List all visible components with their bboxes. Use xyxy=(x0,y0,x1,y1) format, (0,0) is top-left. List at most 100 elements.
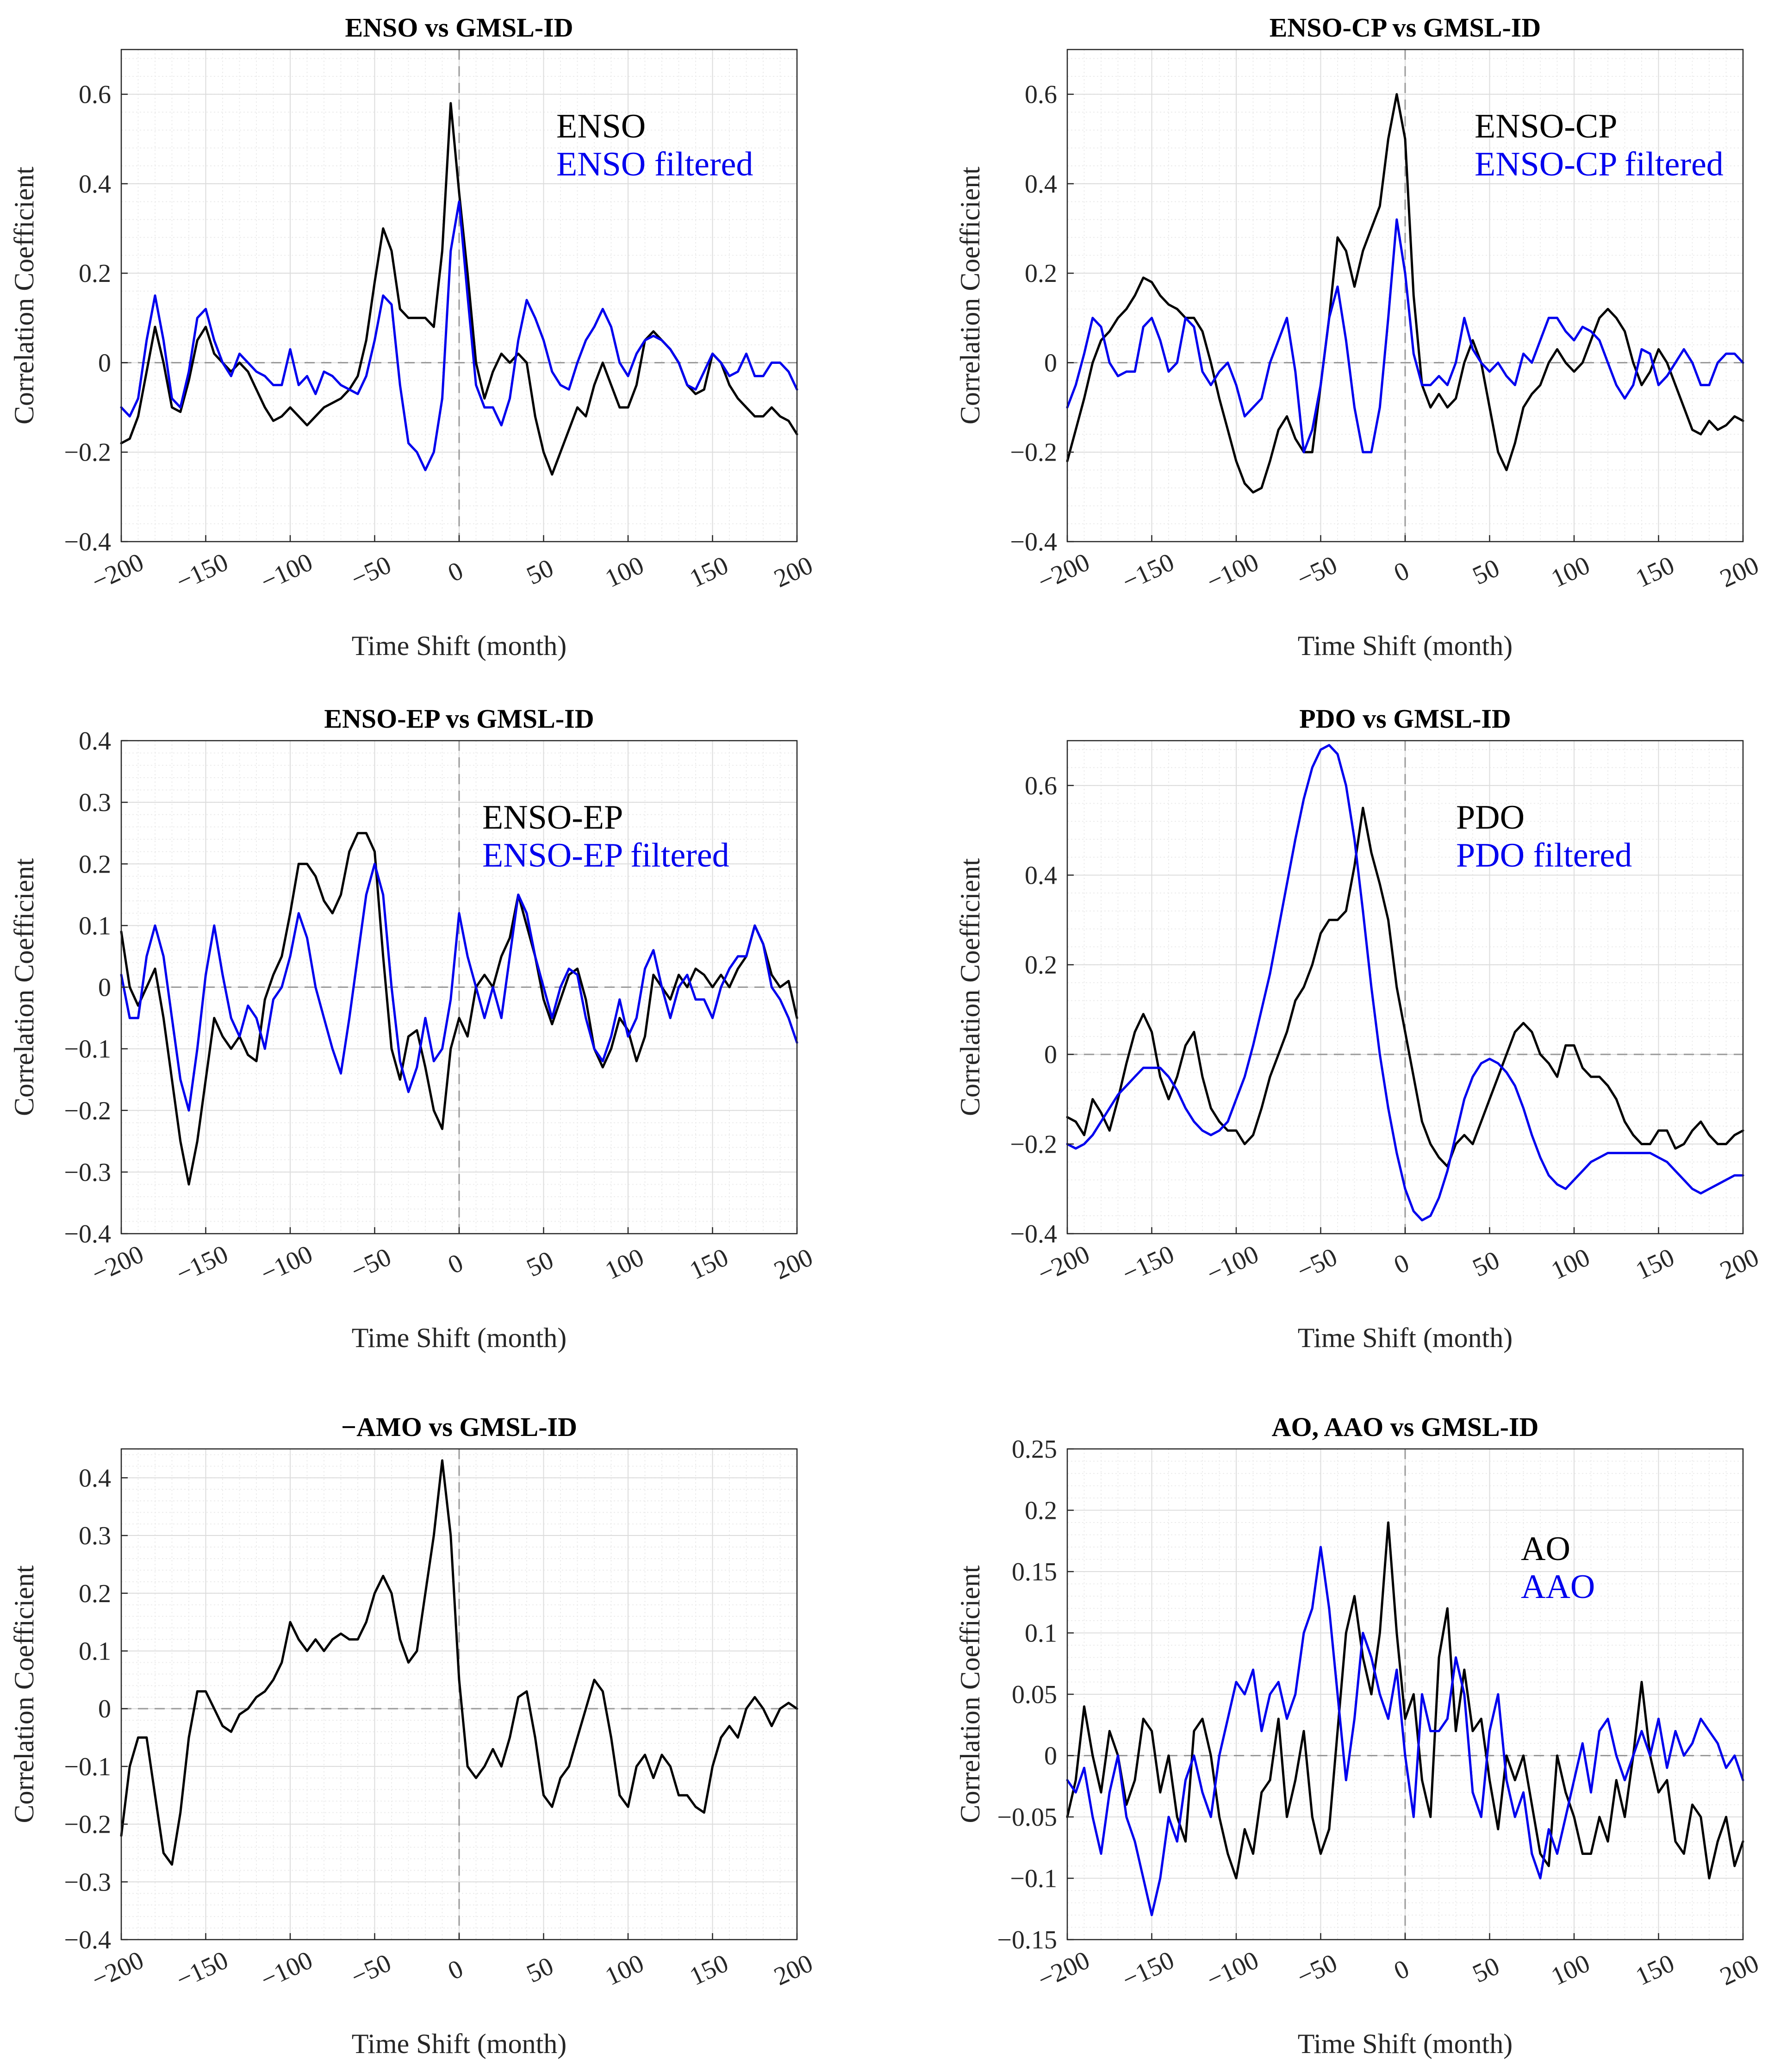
y-tick-label: 0 xyxy=(98,349,111,377)
x-tick-label: −50 xyxy=(347,1948,396,1991)
x-tick-label: −50 xyxy=(1293,1242,1342,1286)
x-tick-label: −150 xyxy=(172,1240,232,1288)
chart-title: ENSO vs GMSL-ID xyxy=(345,12,573,43)
x-tick-label: −100 xyxy=(256,1946,317,1994)
series-line-2 xyxy=(1066,218,1744,454)
y-tick-label: −0.15 xyxy=(997,1926,1057,1954)
y-tick-label: 0.6 xyxy=(1025,81,1057,109)
y-tick-label: 0 xyxy=(98,1695,111,1723)
legend-entry: ENSO-CP filtered xyxy=(1475,145,1724,183)
x-tick-label: −100 xyxy=(256,548,317,596)
chart-panel: −200 −150 −100 −50 0 50 100 150 200−0.4−0.200.20… xyxy=(955,12,1763,661)
y-tick-label: 0.2 xyxy=(1025,1497,1057,1525)
y-tick-label: 0.3 xyxy=(79,1522,111,1550)
y-tick-label: −0.3 xyxy=(64,1868,111,1897)
y-tick-label: −0.2 xyxy=(64,438,111,467)
x-tick-label: 0 xyxy=(1390,1954,1414,1986)
x-axis-label: Time Shift (month) xyxy=(1298,1323,1513,1353)
x-tick-label: 150 xyxy=(685,551,733,593)
x-tick-label: 100 xyxy=(1547,1243,1594,1286)
legend-entry: ENSO filtered xyxy=(556,145,753,183)
y-tick-label: 0.3 xyxy=(79,788,111,817)
chart-title: ENSO-EP vs GMSL-ID xyxy=(324,704,594,734)
x-tick-label: 100 xyxy=(1547,1949,1594,1991)
x-tick-label: −50 xyxy=(347,550,396,593)
y-tick-label: −0.05 xyxy=(997,1803,1057,1832)
x-tick-label: 200 xyxy=(1716,1949,1763,1991)
x-tick-label: 0 xyxy=(1390,556,1414,588)
y-tick-label: 0.4 xyxy=(79,1464,111,1492)
series-line-1 xyxy=(120,1459,798,1866)
y-tick-label: −0.4 xyxy=(64,1220,111,1248)
chart-title: PDO vs GMSL-ID xyxy=(1299,704,1511,734)
chart-title: ENSO-CP vs GMSL-ID xyxy=(1270,12,1541,43)
chart-title: AO, AAO vs GMSL-ID xyxy=(1272,1412,1539,1442)
x-tick-label: −100 xyxy=(256,1240,317,1288)
x-tick-label: −50 xyxy=(1293,1948,1342,1991)
x-tick-label: 0 xyxy=(444,1954,468,1986)
y-tick-label: −0.4 xyxy=(64,1926,111,1954)
x-tick-label: 150 xyxy=(1631,1949,1679,1991)
y-tick-label: 0.6 xyxy=(79,81,111,109)
y-axis-label: Correlation Coefficient xyxy=(9,1565,39,1823)
y-tick-label: 0.05 xyxy=(1012,1680,1057,1709)
x-tick-label: 150 xyxy=(1631,551,1679,593)
y-tick-label: −0.4 xyxy=(1010,1220,1057,1248)
x-tick-label: 50 xyxy=(522,1952,558,1989)
x-tick-label: 200 xyxy=(1716,1243,1763,1286)
y-tick-label: 0.2 xyxy=(79,850,111,879)
y-tick-label: 0 xyxy=(98,974,111,1002)
y-tick-label: −0.3 xyxy=(64,1158,111,1187)
series-line-1 xyxy=(1066,93,1744,494)
x-axis-label: Time Shift (month) xyxy=(352,630,567,661)
x-axis-label: Time Shift (month) xyxy=(1298,630,1513,661)
y-tick-label: 0 xyxy=(1044,1742,1057,1771)
x-tick-label: −150 xyxy=(1118,1240,1178,1288)
y-tick-label: 0.6 xyxy=(1025,772,1057,800)
series-line-2 xyxy=(120,862,798,1112)
y-tick-label: 0.2 xyxy=(79,259,111,288)
x-tick-label: 200 xyxy=(1716,551,1763,593)
y-tick-label: −0.4 xyxy=(64,528,111,556)
x-tick-label: −150 xyxy=(1118,548,1178,596)
x-tick-label: 150 xyxy=(685,1949,733,1991)
x-tick-label: 100 xyxy=(601,1243,648,1286)
y-tick-label: 0.1 xyxy=(79,911,111,940)
y-tick-label: 0.1 xyxy=(1025,1619,1057,1648)
x-axis-label: Time Shift (month) xyxy=(1298,2028,1513,2059)
y-tick-label: 0.2 xyxy=(1025,951,1057,980)
legend-entry: ENSO-EP xyxy=(482,799,623,836)
chart-title: −AMO vs GMSL-ID xyxy=(341,1412,577,1442)
y-axis-label: Correlation Coefficient xyxy=(955,858,985,1116)
x-tick-label: 100 xyxy=(601,551,648,593)
y-axis-label: Correlation Coefficient xyxy=(955,1565,985,1823)
chart-panel: −200 −150 −100 −50 0 50 100 150 200−0.4−0.3−0.2−… xyxy=(9,704,817,1353)
x-tick-label: −100 xyxy=(1202,1946,1263,1994)
legend-entry: PDO xyxy=(1456,799,1525,836)
x-tick-label: 50 xyxy=(522,554,558,591)
series-line-1 xyxy=(1066,806,1744,1168)
x-tick-label: −50 xyxy=(1293,550,1342,593)
series-line-2 xyxy=(120,200,798,471)
y-tick-label: 0.4 xyxy=(1025,861,1057,890)
y-tick-label: −0.2 xyxy=(1010,1130,1057,1159)
x-tick-label: 200 xyxy=(770,1949,817,1991)
legend-entry: ENSO xyxy=(556,107,646,145)
x-tick-label: 50 xyxy=(522,1246,558,1283)
x-tick-label: 0 xyxy=(1390,1248,1414,1280)
y-tick-label: 0.4 xyxy=(79,170,111,199)
x-tick-label: −50 xyxy=(347,1242,396,1286)
x-tick-label: −150 xyxy=(1118,1946,1178,1994)
series-line-2 xyxy=(1066,1546,1744,1916)
y-tick-label: −0.2 xyxy=(64,1810,111,1839)
y-axis-label: Correlation Coefficient xyxy=(9,167,39,424)
y-tick-label: −0.1 xyxy=(1010,1865,1057,1893)
series-line-2 xyxy=(1066,744,1744,1222)
y-tick-label: 0.4 xyxy=(1025,170,1057,199)
y-tick-label: 0.15 xyxy=(1012,1558,1057,1586)
chart-panel: −200 −150 −100 −50 0 50 100 150 200−0.4−0.3−0.2−… xyxy=(9,1412,817,2059)
x-tick-label: 200 xyxy=(770,551,817,593)
legend-entry: ENSO-EP filtered xyxy=(482,836,729,874)
x-tick-label: 0 xyxy=(444,556,468,588)
